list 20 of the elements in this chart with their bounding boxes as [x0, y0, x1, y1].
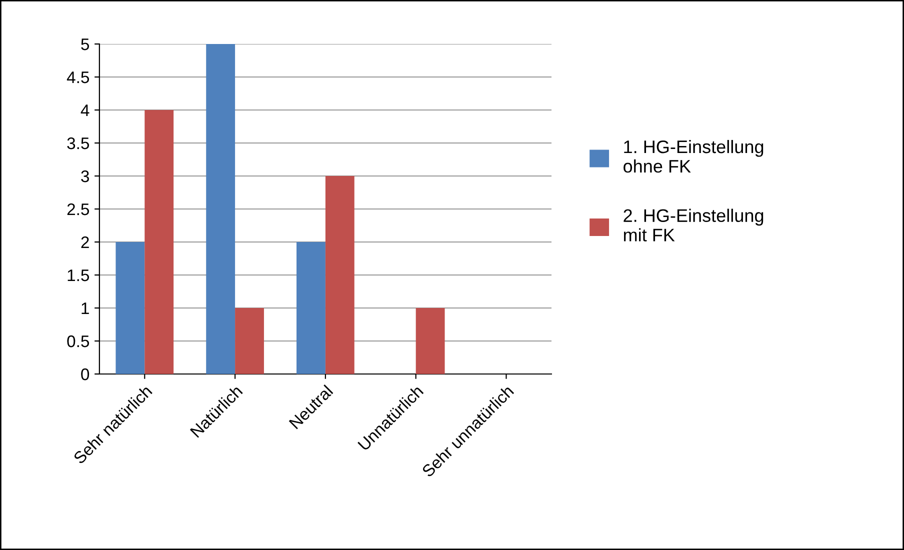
- y-tick-label: 2: [81, 236, 89, 248]
- bar: [235, 308, 264, 374]
- y-tick-label: 1: [82, 302, 89, 314]
- y-tick-label: 3.5: [67, 137, 90, 150]
- bar: [325, 176, 354, 374]
- legend-label: 2. HG-Einstellung mit FK: [624, 208, 764, 242]
- bar: [416, 308, 445, 374]
- y-tick-label: 0.5: [67, 335, 90, 348]
- y-tick-label: 0: [81, 368, 90, 380]
- bar: [296, 242, 326, 374]
- bar: [206, 44, 236, 374]
- legend-label: 1. HG-Einstellung ohne FK: [624, 140, 764, 173]
- bar: [116, 242, 145, 374]
- y-tick-label: 1.5: [68, 270, 90, 282]
- y-tick-label: 2.5: [67, 203, 90, 216]
- y-tick-label: 4.5: [66, 72, 90, 84]
- y-tick-label: 5: [81, 38, 90, 50]
- bar: [144, 110, 174, 374]
- y-tick-label: 4: [80, 104, 90, 116]
- y-tick-label: 3: [81, 170, 89, 182]
